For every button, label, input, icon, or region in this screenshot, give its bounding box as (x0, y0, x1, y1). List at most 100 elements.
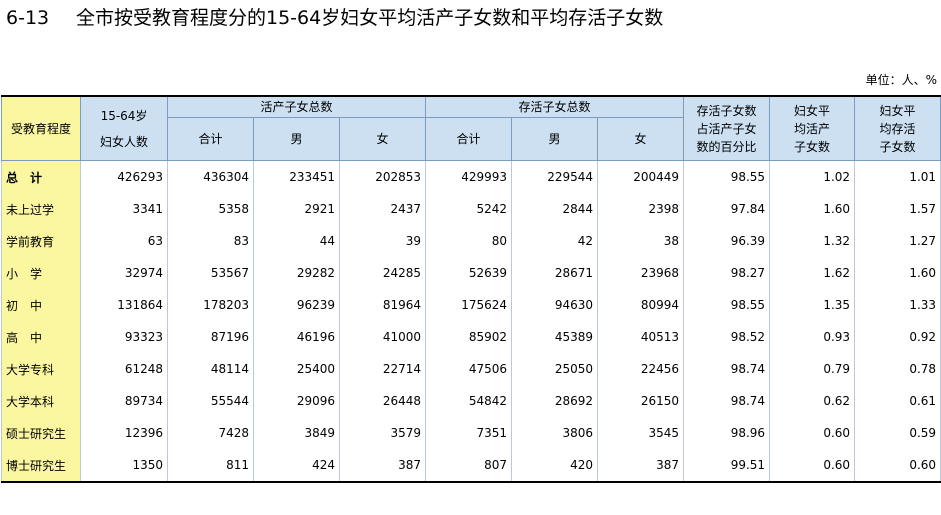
table-row: 学前教育 63 83 44 39 80 42 38 96.39 1.32 1.27 (1, 225, 941, 257)
cell-lb-male: 46196 (253, 321, 340, 353)
cell-lb-female: 3579 (338, 417, 427, 449)
cell-avg-live: 0.79 (769, 353, 856, 385)
header-avg-surv-line1: 妇女平 (879, 103, 916, 118)
cell-sv-male: 2844 (511, 193, 599, 225)
cell-lb-male: 29096 (253, 385, 340, 417)
header-surviving: 存活子女总数 (425, 95, 685, 118)
header-sv-total: 合计 (425, 117, 513, 161)
cell-avg-surv: 1.27 (854, 225, 941, 257)
cell-sv-female: 3545 (597, 417, 685, 449)
cell-lb-male: 424 (253, 449, 340, 483)
cell-pct: 98.27 (683, 257, 771, 289)
cell-lb-female: 387 (338, 449, 427, 483)
cell-lb-male: 3849 (253, 417, 340, 449)
table-row: 高 中 93323 87196 46196 41000 85902 45389 40513 98… (1, 321, 941, 353)
cell-pct: 98.55 (683, 160, 771, 193)
cell-avg-surv: 1.33 (854, 289, 941, 321)
table-row: 硕士研究生 12396 7428 3849 3579 7351 3806 3545 98.96 0… (1, 417, 941, 449)
table-body: 总 计 426293 436304 233451 202853 429993 229544 2… (1, 160, 941, 483)
cell-sv-total: 429993 (425, 160, 513, 193)
cell-sv-male: 3806 (511, 417, 599, 449)
cell-edu: 未上过学 (1, 193, 81, 225)
cell-avg-surv: 1.01 (854, 160, 941, 193)
cell-edu: 硕士研究生 (1, 417, 81, 449)
cell-lb-total: 178203 (167, 289, 254, 321)
cell-women: 61248 (80, 353, 168, 385)
header-avg-live-line1: 妇女平 (794, 103, 831, 118)
cell-sv-male: 229544 (511, 160, 599, 193)
header-avg-live-line3: 子女数 (794, 139, 831, 154)
cell-lb-female: 24285 (338, 257, 427, 289)
cell-avg-live: 0.60 (769, 449, 856, 483)
cell-pct: 96.39 (683, 225, 771, 257)
cell-lb-female: 22714 (338, 353, 427, 385)
table-row: 博士研究生 1350 811 424 387 807 420 387 99.51 0.60 0.60 (1, 449, 941, 483)
cell-women: 131864 (80, 289, 168, 321)
cell-avg-live: 1.02 (769, 160, 856, 193)
table-title: 全市按受教育程度分的15-64岁妇女平均活产子女数和平均存活子女数 (76, 7, 664, 29)
cell-sv-total: 54842 (425, 385, 513, 417)
cell-lb-total: 87196 (167, 321, 254, 353)
header-pct: 存活子女数 占活产子女 数的百分比 (683, 95, 771, 161)
cell-edu: 总 计 (1, 160, 81, 193)
cell-avg-surv: 0.92 (854, 321, 941, 353)
table-row: 小 学 32974 53567 29282 24285 52639 28671 23968 98… (1, 257, 941, 289)
header-pct-line3: 数的百分比 (696, 139, 757, 154)
cell-avg-surv: 0.78 (854, 353, 941, 385)
cell-women: 1350 (80, 449, 168, 483)
cell-sv-female: 2398 (597, 193, 685, 225)
cell-pct: 98.74 (683, 353, 771, 385)
cell-sv-female: 23968 (597, 257, 685, 289)
cell-sv-female: 387 (597, 449, 685, 483)
cell-sv-male: 420 (511, 449, 599, 483)
cell-lb-female: 41000 (338, 321, 427, 353)
cell-sv-male: 42 (511, 225, 599, 257)
cell-avg-surv: 1.57 (854, 193, 941, 225)
cell-avg-surv: 0.60 (854, 449, 941, 483)
cell-sv-total: 7351 (425, 417, 513, 449)
cell-pct: 98.52 (683, 321, 771, 353)
cell-avg-surv: 0.59 (854, 417, 941, 449)
table-row: 总 计 426293 436304 233451 202853 429993 229544 2… (1, 160, 941, 193)
cell-edu: 高 中 (1, 321, 81, 353)
cell-edu: 大学专科 (1, 353, 81, 385)
cell-sv-female: 38 (597, 225, 685, 257)
cell-lb-male: 44 (253, 225, 340, 257)
cell-lb-male: 233451 (253, 160, 340, 193)
cell-edu: 博士研究生 (1, 449, 81, 483)
cell-sv-total: 5242 (425, 193, 513, 225)
cell-sv-total: 175624 (425, 289, 513, 321)
cell-avg-surv: 1.60 (854, 257, 941, 289)
cell-sv-male: 28692 (511, 385, 599, 417)
page-title: 6-13 全市按受教育程度分的15-64岁妇女平均活产子女数和平均存活子女数 (6, 6, 663, 30)
cell-lb-male: 2921 (253, 193, 340, 225)
cell-lb-female: 26448 (338, 385, 427, 417)
header-sv-female: 女 (597, 117, 685, 161)
cell-lb-male: 25400 (253, 353, 340, 385)
header-women: 15-64岁 妇女人数 (80, 95, 168, 161)
cell-lb-total: 48114 (167, 353, 254, 385)
cell-lb-total: 7428 (167, 417, 254, 449)
cell-sv-total: 47506 (425, 353, 513, 385)
cell-women: 3341 (80, 193, 168, 225)
cell-lb-total: 811 (167, 449, 254, 483)
data-table: 受教育程度 15-64岁 妇女人数 活产子女总数 存活子女总数 存活子女数 占活… (1, 95, 941, 483)
cell-women: 426293 (80, 160, 168, 193)
cell-sv-female: 26150 (597, 385, 685, 417)
header-avg-surv-line2: 均存活 (879, 121, 916, 136)
header-pct-line2: 占活产子女 (696, 121, 757, 136)
cell-women: 63 (80, 225, 168, 257)
cell-pct: 98.55 (683, 289, 771, 321)
cell-sv-male: 28671 (511, 257, 599, 289)
header-pct-line1: 存活子女数 (696, 103, 757, 118)
cell-lb-total: 53567 (167, 257, 254, 289)
table-row: 初 中 131864 178203 96239 81964 175624 94630 8099… (1, 289, 941, 321)
cell-lb-female: 39 (338, 225, 427, 257)
cell-lb-female: 202853 (338, 160, 427, 193)
cell-edu: 小 学 (1, 257, 81, 289)
cell-sv-female: 200449 (597, 160, 685, 193)
cell-avg-live: 1.60 (769, 193, 856, 225)
cell-sv-male: 25050 (511, 353, 599, 385)
header-lb-female: 女 (338, 117, 427, 161)
cell-edu: 初 中 (1, 289, 81, 321)
